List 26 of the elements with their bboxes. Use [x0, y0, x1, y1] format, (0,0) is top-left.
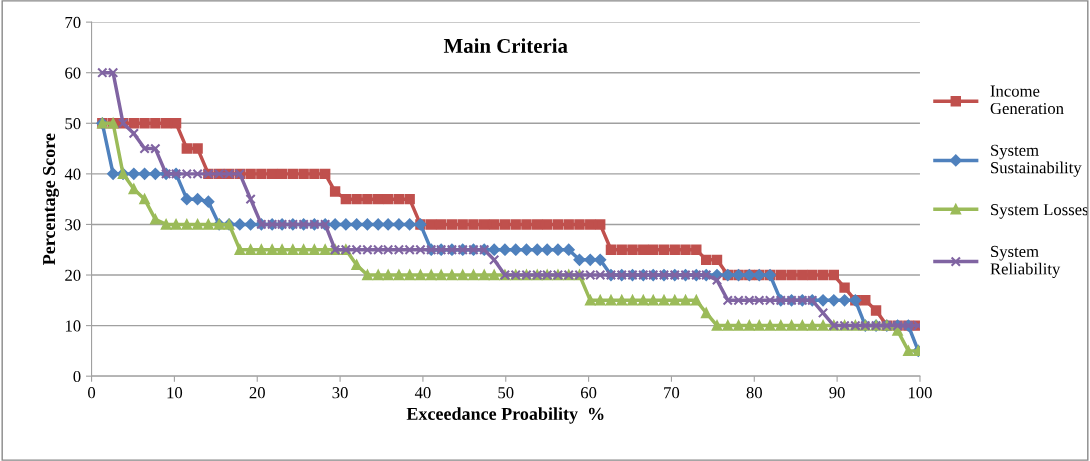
y-tick-label: 30 [65, 219, 81, 231]
x-axis-title: Exceedance Proability % [406, 407, 604, 424]
x-tick-label: 100 [908, 387, 932, 399]
x-tick-label: 20 [249, 387, 265, 399]
x-tick-label: 90 [829, 387, 845, 399]
x-tick-label: 10 [167, 387, 183, 399]
x-tick-label: 0 [88, 387, 96, 399]
x-tick-label: 60 [580, 387, 597, 399]
y-tick-label: 70 [65, 16, 81, 29]
x-tick-label: 40 [414, 387, 431, 399]
legend-label: System Sustainability [991, 144, 1082, 177]
legend-label: System Reliability [990, 245, 1061, 278]
x-tick-label: 30 [332, 387, 348, 399]
x-tick-label: 50 [498, 387, 514, 399]
x-tick-label: 70 [664, 387, 680, 399]
legend-label: System Losses [991, 204, 1088, 219]
text: Main Criteria [443, 38, 568, 53]
y-tick-label: 20 [65, 269, 81, 281]
legend-label: Income Generation [990, 85, 1064, 115]
y-tick-label: 0 [73, 370, 81, 383]
y-axis-title: Percentage Score [42, 133, 59, 265]
x-tick-label: 80 [746, 387, 762, 399]
y-tick-label: 10 [65, 320, 81, 332]
y-tick-label: 60 [65, 67, 81, 79]
y-tick-label: 40 [64, 168, 81, 180]
y-tick-label: 50 [65, 117, 81, 130]
